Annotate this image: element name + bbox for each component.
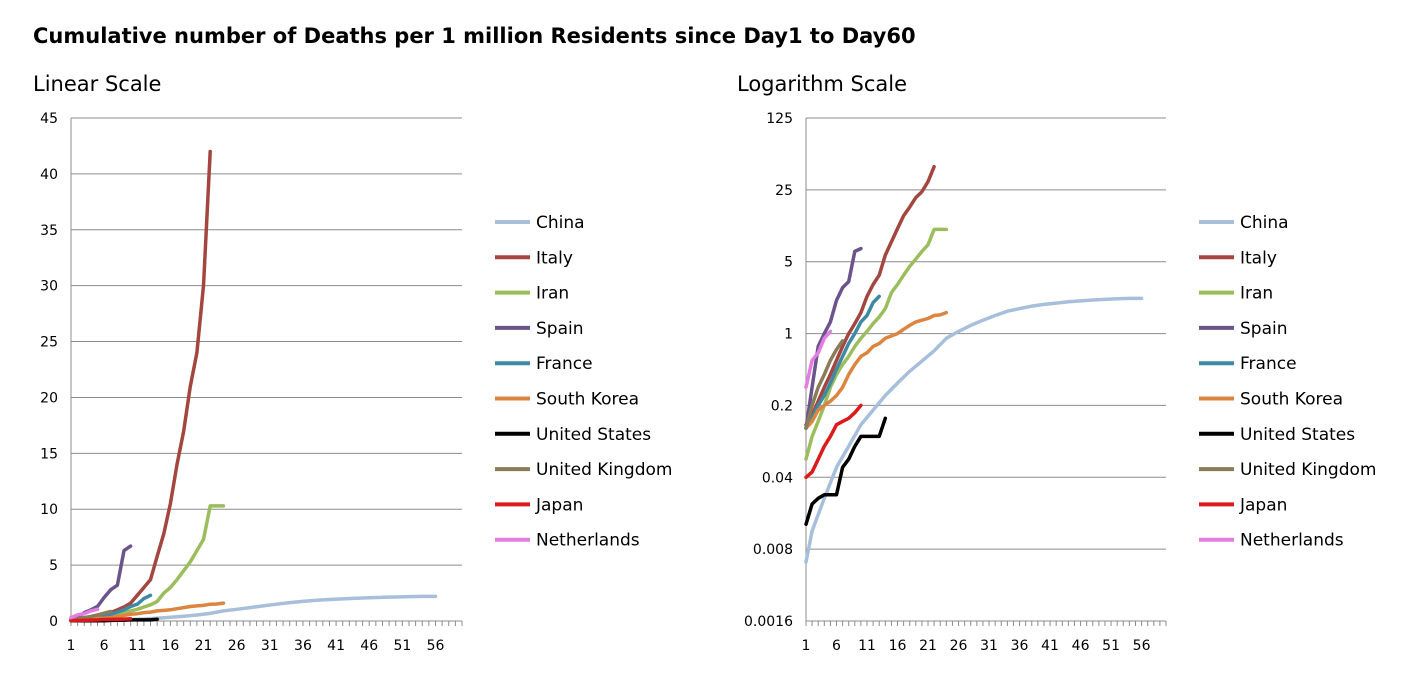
x-tick-label: 26 (228, 638, 246, 654)
y-tick-label: 25 (775, 183, 793, 199)
x-tick-label: 11 (128, 638, 146, 654)
legend-label-france: France (1240, 354, 1297, 374)
legend-label-united-kingdom: United Kingdom (1240, 460, 1376, 480)
legend-label-netherlands: Netherlands (536, 531, 640, 551)
y-tick-label: 0 (49, 614, 58, 630)
legend-label-china: China (536, 213, 585, 233)
x-tick-label: 26 (950, 638, 968, 654)
y-tick-label: 0.04 (762, 470, 793, 486)
y-tick-label: 30 (40, 279, 58, 295)
series-line-japan (804, 403, 863, 480)
y-tick-label: 25 (40, 335, 58, 351)
y-tick-label: 1 (784, 327, 793, 343)
x-tick-label: 16 (889, 638, 907, 654)
y-tick-label: 0.0016 (744, 614, 793, 630)
x-tick-label: 11 (858, 638, 876, 654)
x-tick-label: 36 (1011, 638, 1029, 654)
series-line-italy (804, 164, 936, 427)
series-line-united-kingdom (804, 339, 845, 430)
x-tick-label: 31 (980, 638, 998, 654)
legend-label-china: China (1240, 213, 1289, 233)
x-tick-label: 41 (327, 638, 345, 654)
series-line-netherlands (804, 329, 833, 390)
legend-label-japan: Japan (1239, 495, 1287, 515)
legend-label-united-states: United States (1240, 425, 1355, 445)
series-line-iran (69, 504, 226, 623)
legend-label-iran: Iran (1240, 284, 1273, 304)
legend-label-japan: Japan (535, 495, 583, 515)
legend-label-netherlands: Netherlands (1240, 531, 1344, 551)
x-tick-label: 51 (1102, 638, 1120, 654)
series-line-france (804, 294, 881, 430)
series-line-netherlands (69, 607, 100, 620)
x-tick-label: 21 (195, 638, 213, 654)
x-tick-label: 21 (919, 638, 937, 654)
legend-label-france: France (536, 354, 593, 374)
y-tick-label: 35 (40, 223, 58, 239)
x-tick-label: 1 (67, 638, 76, 654)
y-tick-label: 0.008 (753, 542, 793, 558)
x-tick-label: 6 (100, 638, 109, 654)
x-tick-label: 56 (427, 638, 445, 654)
series-line-italy (69, 149, 212, 622)
y-tick-label: 125 (766, 111, 793, 127)
y-tick-label: 5 (784, 255, 793, 271)
series-line-south-korea (804, 310, 949, 430)
series-line-spain (804, 246, 863, 430)
legend-label-united-kingdom: United Kingdom (536, 460, 672, 480)
y-tick-label: 15 (40, 446, 58, 462)
legend-label-spain: Spain (536, 319, 584, 339)
x-tick-label: 36 (294, 638, 312, 654)
linear-chart-title: Linear Scale (33, 72, 162, 96)
legend-label-spain: Spain (1240, 319, 1288, 339)
x-tick-label: 46 (360, 638, 378, 654)
y-tick-label: 10 (40, 502, 58, 518)
series-line-japan (69, 617, 133, 623)
x-tick-label: 41 (1041, 638, 1059, 654)
chart-main-title: Cumulative number of Deaths per 1 millio… (33, 24, 916, 48)
legend-label-south-korea: South Korea (536, 390, 639, 410)
y-tick-label: 45 (40, 111, 58, 127)
legend-label-italy: Italy (1240, 248, 1277, 268)
series-line-united-states (804, 416, 888, 526)
x-tick-label: 1 (802, 638, 811, 654)
legend-label-south-korea: South Korea (1240, 390, 1343, 410)
legend-label-iran: Iran (536, 284, 569, 304)
y-tick-label: 5 (49, 558, 58, 574)
y-tick-label: 40 (40, 167, 58, 183)
legend-label-united-states: United States (536, 425, 651, 445)
x-tick-label: 51 (393, 638, 411, 654)
y-tick-label: 0.2 (771, 398, 793, 414)
legend-label-italy: Italy (536, 248, 573, 268)
x-tick-label: 31 (261, 638, 279, 654)
x-tick-label: 6 (832, 638, 841, 654)
series-line-china (804, 296, 1144, 564)
y-tick-label: 20 (40, 390, 58, 406)
x-tick-label: 16 (161, 638, 179, 654)
x-tick-label: 56 (1133, 638, 1151, 654)
x-tick-label: 46 (1072, 638, 1090, 654)
log-chart-title: Logarithm Scale (737, 72, 908, 96)
series-line-iran (804, 227, 949, 461)
